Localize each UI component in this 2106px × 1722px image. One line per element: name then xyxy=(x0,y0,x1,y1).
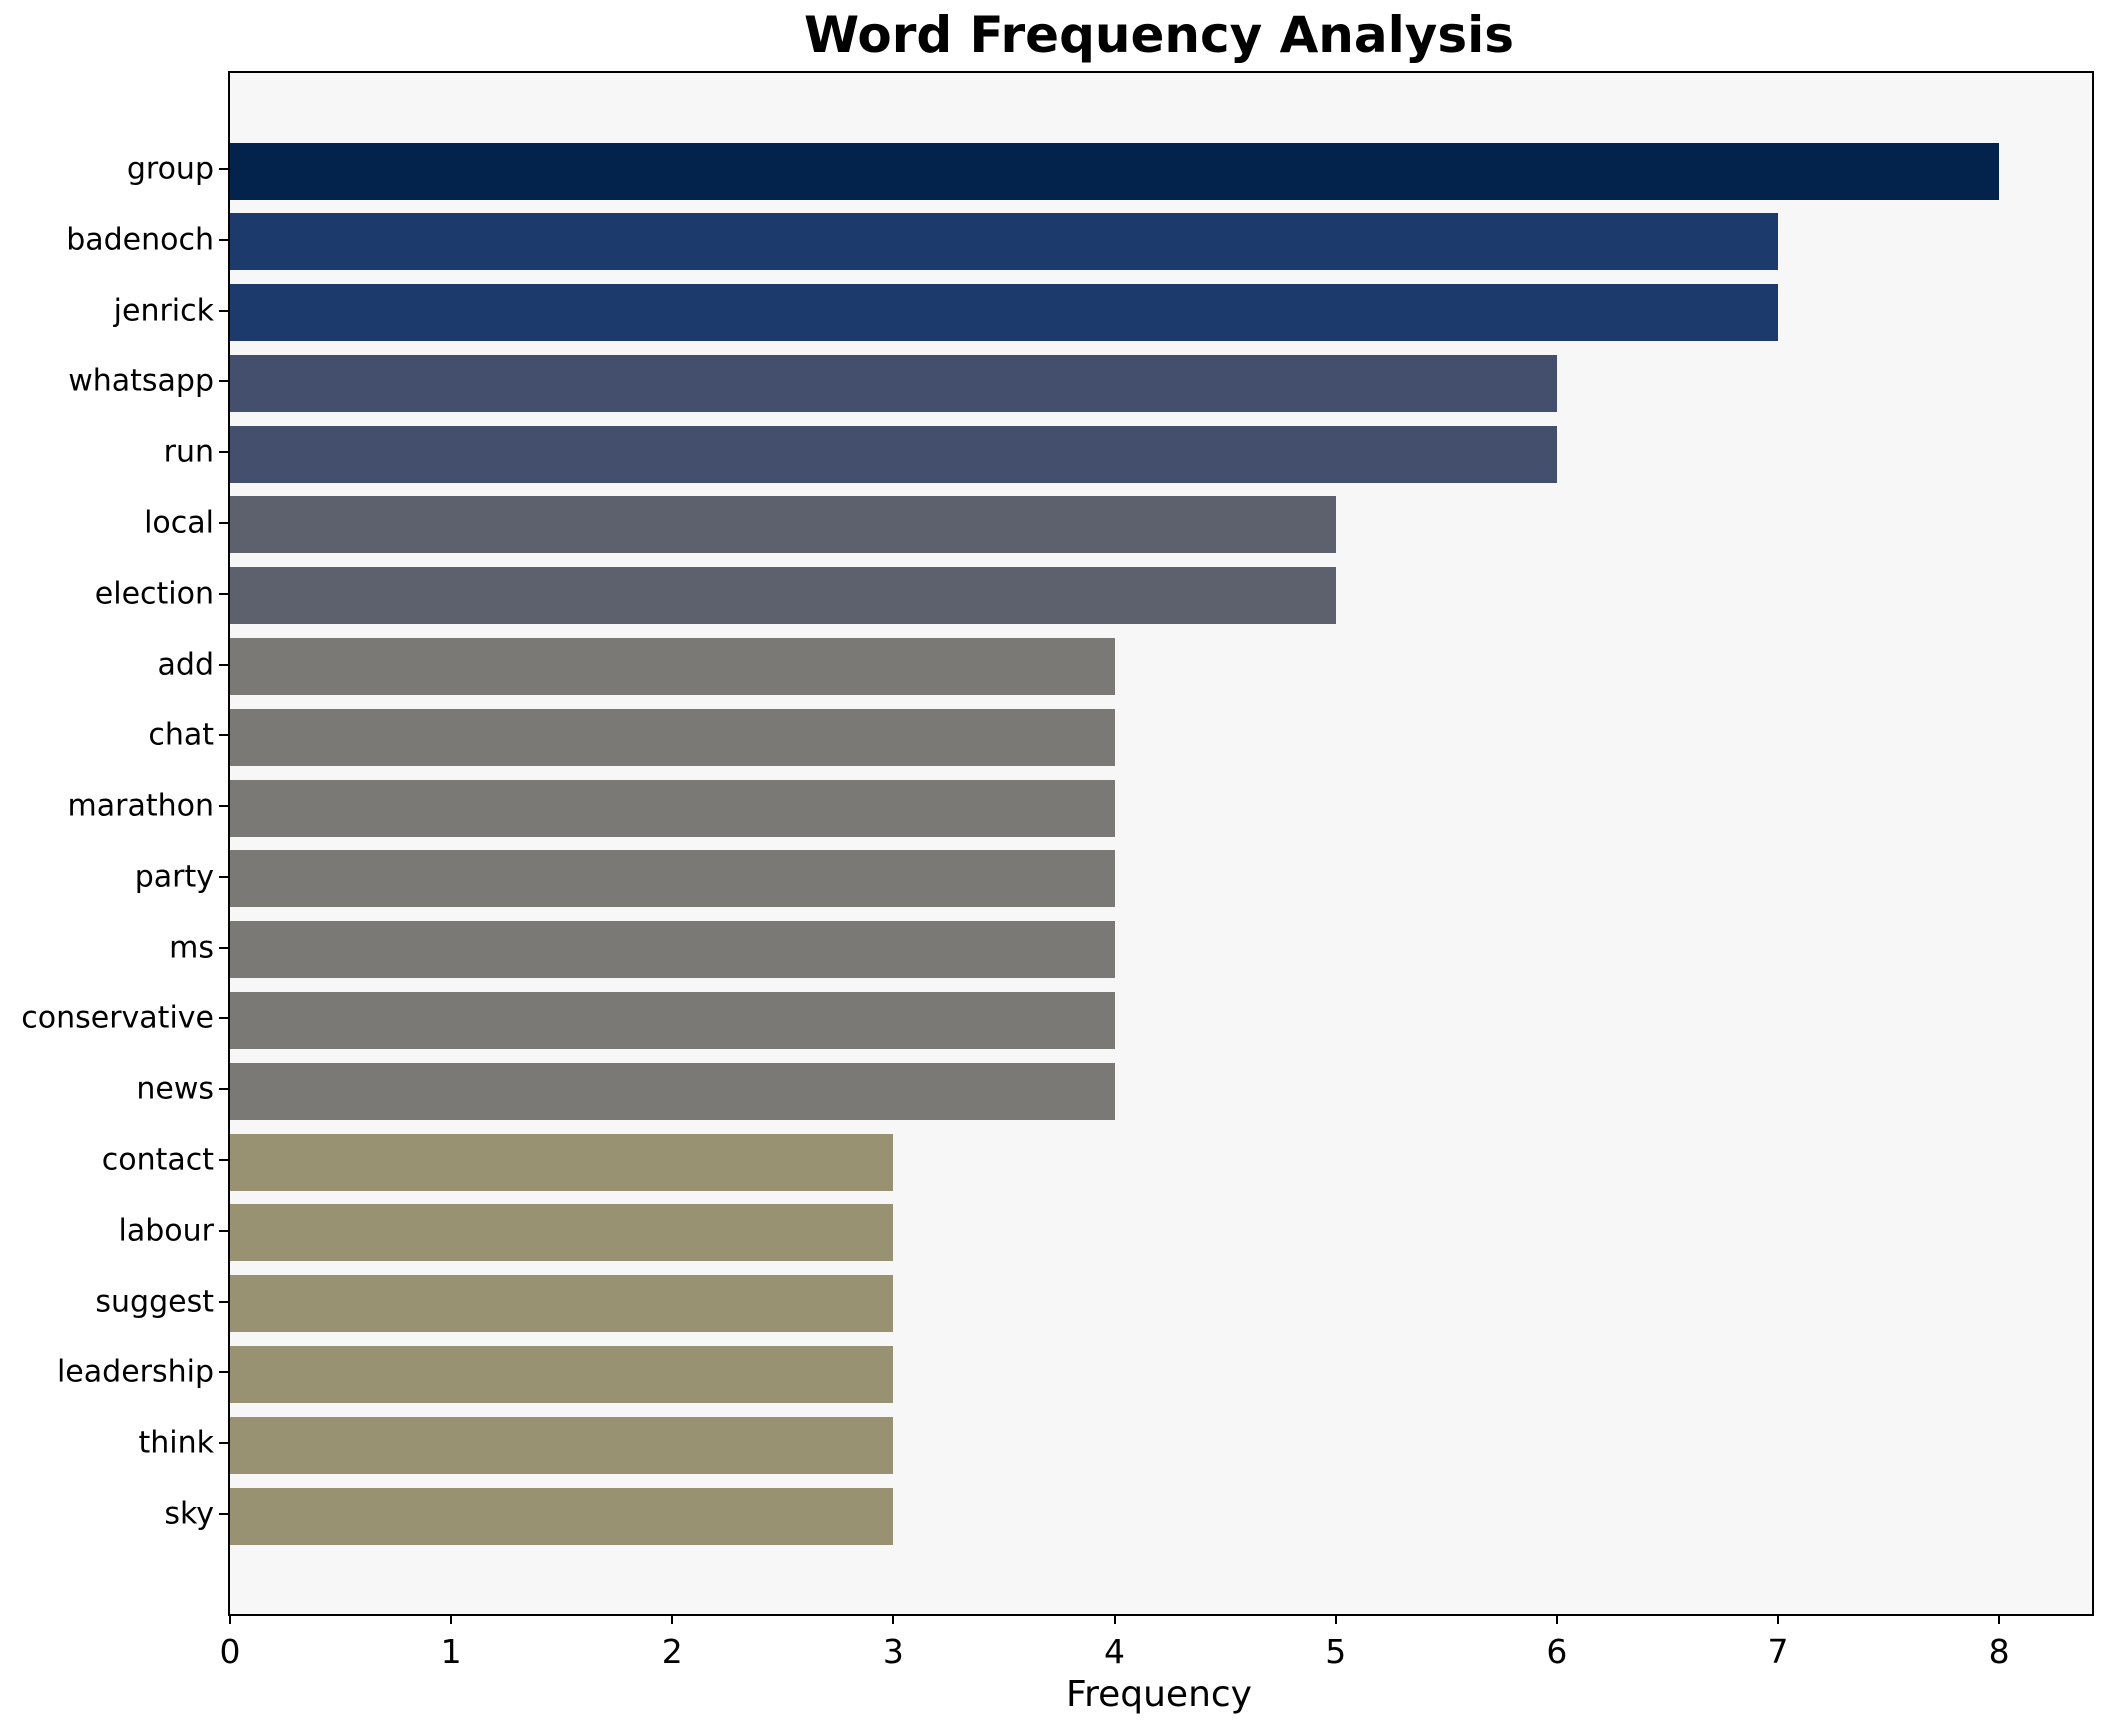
y-tick-mark xyxy=(219,734,228,737)
x-axis-label: Frequency xyxy=(1066,1674,1252,1715)
x-tick-mark xyxy=(892,1614,895,1624)
bar-whatsapp xyxy=(230,354,1557,412)
y-tick-mark xyxy=(219,1229,228,1232)
y-tick-label-contact: contact xyxy=(101,1142,214,1178)
bar-group xyxy=(230,142,2000,200)
y-tick-label-news: news xyxy=(136,1071,214,1107)
x-tick-label-2: 2 xyxy=(661,1632,683,1671)
x-tick-label-4: 4 xyxy=(1104,1632,1126,1671)
y-tick-label-leadership: leadership xyxy=(56,1354,214,1390)
y-tick-mark xyxy=(219,1088,228,1091)
y-tick-label-ms: ms xyxy=(169,930,214,966)
chart-title: Word Frequency Analysis xyxy=(803,6,1515,64)
y-tick-label-jenrick: jenrick xyxy=(113,293,214,329)
x-tick-label-6: 6 xyxy=(1546,1632,1568,1671)
bar-badenoch xyxy=(230,213,1778,271)
y-tick-mark xyxy=(219,1017,228,1020)
y-tick-mark xyxy=(219,1371,228,1374)
bar-suggest xyxy=(230,1275,894,1333)
y-tick-label-think: think xyxy=(138,1425,215,1461)
x-tick-label-1: 1 xyxy=(440,1632,462,1671)
y-tick-mark xyxy=(219,592,228,595)
bar-conservative xyxy=(230,991,1115,1049)
y-tick-label-suggest: suggest xyxy=(95,1284,214,1320)
bar-add xyxy=(230,638,1115,696)
x-tick-label-0: 0 xyxy=(219,1632,241,1671)
y-tick-mark xyxy=(219,1513,228,1515)
y-tick-label-sky: sky xyxy=(164,1496,214,1532)
y-tick-label-labour: labour xyxy=(118,1213,214,1249)
bar-chat xyxy=(230,708,1115,766)
bar-sky xyxy=(230,1487,894,1545)
x-tick-mark xyxy=(1998,1614,2001,1624)
x-tick-label-7: 7 xyxy=(1767,1632,1789,1671)
x-tick-mark xyxy=(1113,1614,1116,1624)
bar-local xyxy=(230,496,1336,554)
y-tick-label-add: add xyxy=(157,647,214,683)
y-tick-label-group: group xyxy=(126,151,214,187)
y-tick-mark xyxy=(219,168,228,170)
x-tick-mark xyxy=(1555,1614,1558,1624)
y-tick-label-conservative: conservative xyxy=(21,1000,214,1036)
y-tick-label-badenoch: badenoch xyxy=(66,222,214,258)
y-tick-label-chat: chat xyxy=(148,717,214,753)
bar-news xyxy=(230,1062,1115,1120)
y-tick-label-election: election xyxy=(94,576,214,612)
x-tick-mark xyxy=(450,1614,453,1624)
bar-marathon xyxy=(230,779,1115,837)
bar-leadership xyxy=(230,1345,894,1403)
y-tick-label-run: run xyxy=(163,434,214,470)
x-tick-mark xyxy=(1334,1614,1337,1624)
bar-election xyxy=(230,567,1336,625)
y-tick-label-local: local xyxy=(144,505,214,541)
x-tick-label-8: 8 xyxy=(1988,1632,2010,1671)
x-tick-mark xyxy=(671,1614,674,1624)
y-tick-mark xyxy=(219,309,228,312)
y-tick-mark xyxy=(219,521,228,524)
x-tick-mark xyxy=(229,1614,231,1624)
y-tick-mark xyxy=(219,663,228,666)
y-tick-label-whatsapp: whatsapp xyxy=(68,363,214,399)
y-tick-mark xyxy=(219,1442,228,1445)
bar-run xyxy=(230,425,1557,483)
x-tick-mark xyxy=(1776,1614,1779,1624)
y-tick-label-marathon: marathon xyxy=(67,788,214,824)
y-tick-mark xyxy=(219,380,228,383)
bar-ms xyxy=(230,921,1115,979)
y-tick-label-party: party xyxy=(134,859,214,895)
y-tick-mark xyxy=(219,875,228,878)
x-tick-label-3: 3 xyxy=(882,1632,904,1671)
y-tick-mark xyxy=(219,805,228,808)
x-tick-label-5: 5 xyxy=(1325,1632,1347,1671)
bar-labour xyxy=(230,1204,894,1262)
bar-contact xyxy=(230,1133,894,1191)
y-tick-mark xyxy=(219,1159,228,1162)
y-tick-mark xyxy=(219,451,228,454)
bar-jenrick xyxy=(230,284,1778,342)
y-tick-mark xyxy=(219,946,228,949)
plot-area xyxy=(228,71,2094,1616)
y-tick-mark xyxy=(219,238,228,241)
y-tick-mark xyxy=(219,1300,228,1303)
bar-think xyxy=(230,1416,894,1474)
bar-party xyxy=(230,850,1115,908)
